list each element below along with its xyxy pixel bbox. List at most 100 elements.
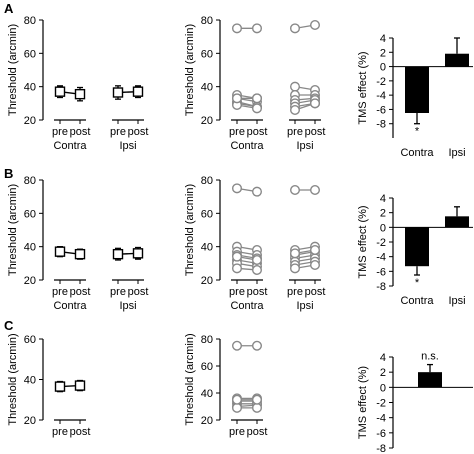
- mean-marker: [54, 381, 66, 392]
- subject-point: [231, 402, 242, 413]
- y-tick-label: 80: [201, 334, 213, 346]
- subject-point: [310, 184, 321, 195]
- condition-label: pre: [110, 126, 126, 138]
- mean-marker: [74, 88, 86, 100]
- y-tick-label: 2: [380, 47, 386, 59]
- mean-marker: [54, 86, 66, 97]
- condition-label: post: [70, 426, 91, 438]
- y-tick-label: -2: [376, 76, 386, 88]
- y-tick-label: 4: [380, 193, 386, 205]
- panel-a-tms-effect-chart: -8 -6 -4 -2 0 2 4 TMS effect (%) * Contra Ipsi: [357, 33, 473, 159]
- y-tick-label: 60: [24, 48, 36, 60]
- y-tick-label: -4: [376, 90, 386, 102]
- subject-point: [251, 186, 262, 197]
- condition-label: post: [128, 126, 149, 138]
- panel-c-tms-effect-chart: -8 -6 -4 -2 0 2 4 TMS effect (%) n.s.: [357, 351, 473, 454]
- y-tick-label: 60: [201, 361, 213, 373]
- bar: [445, 53, 469, 67]
- subject-point: [231, 263, 242, 274]
- subject-point: [231, 183, 242, 194]
- y-axis-label: Threshold (arcmin): [184, 333, 196, 425]
- y-tick-label: 60: [24, 334, 36, 346]
- mean-marker: [74, 248, 86, 260]
- y-tick-label: -2: [376, 237, 386, 249]
- y-tick-label: -8: [376, 443, 386, 454]
- subject-point: [310, 244, 321, 255]
- subject-point: [290, 184, 301, 195]
- y-tick-label: 80: [24, 15, 36, 27]
- group-label: Ipsi: [296, 300, 313, 312]
- group-label: Contra: [53, 140, 87, 152]
- y-tick-label: 40: [24, 375, 36, 387]
- y-tick-label: -4: [376, 413, 386, 425]
- condition-label: post: [305, 286, 326, 298]
- subject-point: [231, 93, 242, 104]
- y-tick-label: 40: [201, 242, 213, 254]
- y-tick-label: 20: [201, 415, 213, 427]
- y-tick-label: -2: [376, 398, 386, 410]
- y-axis-label: TMS effect (%): [357, 366, 369, 439]
- subject-point: [251, 103, 262, 114]
- y-tick-label: 40: [24, 242, 36, 254]
- category-label: Ipsi: [448, 147, 465, 159]
- y-tick-label: 0: [380, 382, 386, 394]
- subject-point: [310, 20, 321, 31]
- y-tick-label: 20: [24, 275, 36, 287]
- condition-label: post: [305, 126, 326, 138]
- condition-label: post: [247, 426, 268, 438]
- subject-point: [290, 263, 301, 274]
- y-tick-label: 60: [201, 208, 213, 220]
- condition-label: pre: [52, 126, 68, 138]
- y-tick-label: 20: [201, 275, 213, 287]
- bar: [405, 66, 429, 113]
- condition-label: pre: [229, 426, 245, 438]
- y-tick-label: 20: [24, 415, 36, 427]
- panel-letter-b: B: [4, 166, 13, 181]
- bar: [445, 216, 469, 228]
- significance-label: n.s.: [421, 351, 439, 363]
- y-tick-label: 20: [201, 115, 213, 127]
- subject-point: [251, 402, 262, 413]
- significance-label: *: [415, 277, 420, 289]
- condition-label: pre: [52, 286, 68, 298]
- condition-label: post: [70, 286, 91, 298]
- subject-point: [251, 265, 262, 276]
- category-label: Ipsi: [448, 295, 465, 307]
- panel-c-individual-chart: 20 40 60 80 Threshold (arcmin) pre post: [184, 333, 267, 438]
- category-label: Contra: [400, 295, 434, 307]
- y-tick-label: -4: [376, 252, 386, 264]
- subject-point: [231, 251, 242, 262]
- y-tick-label: 80: [201, 15, 213, 27]
- mean-marker: [54, 246, 66, 257]
- subject-point: [251, 93, 262, 104]
- y-axis-label: TMS effect (%): [357, 51, 369, 124]
- mean-marker: [112, 87, 124, 98]
- y-tick-label: 60: [201, 48, 213, 60]
- panel-letter-a: A: [4, 1, 14, 16]
- group-label: Ipsi: [119, 300, 136, 312]
- group-label: Contra: [230, 300, 264, 312]
- y-tick-label: -8: [376, 119, 386, 131]
- subject-point: [251, 254, 262, 265]
- y-tick-label: 80: [201, 175, 213, 187]
- condition-label: pre: [287, 286, 303, 298]
- subject-point: [251, 340, 262, 351]
- category-label: Contra: [400, 147, 434, 159]
- y-axis-label: Threshold (arcmin): [7, 24, 19, 116]
- group-label: Ipsi: [119, 140, 136, 152]
- panel-b-tms-effect-chart: -8 -6 -4 -2 0 2 4 TMS effect (%) * Contra Ipsi: [357, 193, 473, 307]
- y-tick-label: -8: [376, 281, 386, 293]
- y-tick-label: 4: [380, 33, 386, 45]
- condition-label: pre: [229, 126, 245, 138]
- subject-point: [251, 23, 262, 34]
- condition-label: post: [128, 286, 149, 298]
- condition-label: pre: [229, 286, 245, 298]
- group-label: Contra: [53, 300, 87, 312]
- y-axis-label: Threshold (arcmin): [7, 333, 19, 425]
- subject-point: [231, 23, 242, 34]
